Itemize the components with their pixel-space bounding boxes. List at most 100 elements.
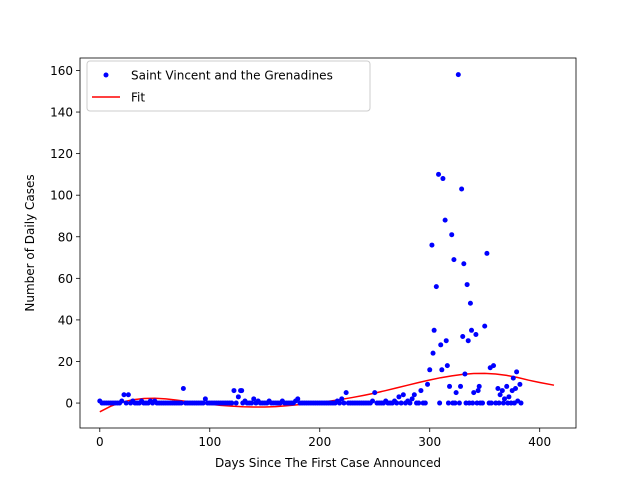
- y-axis-label: Number of Daily Cases: [23, 174, 37, 311]
- data-point: [499, 388, 505, 394]
- data-point: [396, 394, 402, 400]
- data-point: [455, 72, 461, 78]
- data-point: [518, 400, 524, 406]
- data-point: [475, 388, 481, 394]
- data-point: [409, 396, 415, 402]
- data-point: [476, 383, 482, 389]
- y-axis-ticks: 0 20 40 60 80 100 120 140 160: [50, 64, 80, 411]
- data-points-layer: [97, 72, 524, 406]
- data-point: [372, 390, 378, 396]
- y-tick-label: 40: [58, 313, 73, 327]
- data-point: [461, 261, 467, 267]
- data-point: [467, 300, 473, 306]
- data-point: [178, 400, 184, 406]
- data-point: [480, 400, 486, 406]
- data-point: [339, 396, 345, 402]
- y-tick-label: 0: [65, 397, 73, 411]
- data-point: [202, 396, 208, 402]
- data-point: [239, 388, 245, 394]
- x-tick-label: 400: [528, 435, 551, 449]
- plot-frame: [79, 57, 577, 429]
- data-point: [394, 400, 400, 406]
- data-point: [471, 390, 477, 396]
- data-point: [459, 186, 465, 192]
- data-point: [449, 232, 455, 238]
- data-point: [453, 390, 459, 396]
- data-point: [425, 381, 431, 387]
- data-point: [473, 331, 479, 337]
- legend: Saint Vincent and the Grenadines Fit: [86, 60, 371, 112]
- data-point: [231, 388, 237, 394]
- data-point: [439, 367, 445, 373]
- data-point: [438, 342, 444, 348]
- y-tick-label: 120: [50, 147, 73, 161]
- data-point: [437, 400, 443, 406]
- data-point: [200, 400, 206, 406]
- data-point: [416, 400, 422, 406]
- data-point: [460, 334, 466, 340]
- legend-box: [86, 60, 371, 112]
- data-point: [496, 400, 502, 406]
- legend-label-fit: Fit: [131, 91, 145, 105]
- data-point: [513, 386, 519, 392]
- data-point: [452, 400, 458, 406]
- data-point: [502, 396, 508, 402]
- data-point: [123, 400, 129, 406]
- data-point: [451, 257, 457, 263]
- y-tick-label: 60: [58, 272, 73, 286]
- data-point: [506, 394, 512, 400]
- data-point: [119, 398, 125, 404]
- y-tick-label: 20: [58, 355, 73, 369]
- data-point: [337, 400, 343, 406]
- data-point: [400, 392, 406, 398]
- data-point: [456, 400, 462, 406]
- x-tick-label: 300: [418, 435, 441, 449]
- data-point: [484, 250, 490, 256]
- x-axis-label: Days Since The First Case Announced: [215, 456, 441, 470]
- y-tick-label: 160: [50, 64, 73, 78]
- data-point: [514, 369, 520, 375]
- data-point: [233, 400, 239, 406]
- data-point: [121, 392, 127, 398]
- data-point: [431, 327, 437, 333]
- x-tick-label: 100: [198, 435, 221, 449]
- data-point: [510, 375, 516, 381]
- data-point: [235, 394, 241, 400]
- data-point: [251, 396, 257, 402]
- data-point: [462, 371, 468, 377]
- data-point: [447, 383, 453, 389]
- data-point: [470, 400, 476, 406]
- data-point: [442, 217, 448, 223]
- data-point: [407, 400, 413, 406]
- data-point: [343, 390, 349, 396]
- data-point: [464, 282, 470, 288]
- data-point: [444, 363, 450, 369]
- data-point: [433, 284, 439, 290]
- data-point: [249, 400, 255, 406]
- data-point: [465, 338, 471, 344]
- x-tick-label: 0: [96, 435, 104, 449]
- y-tick-label: 100: [50, 189, 73, 203]
- data-point: [440, 176, 446, 182]
- data-point: [418, 388, 424, 394]
- data-point: [495, 386, 501, 392]
- data-point: [491, 363, 497, 369]
- data-point: [504, 383, 510, 389]
- x-axis-ticks: 0 100 200 300 400: [96, 428, 551, 449]
- data-point: [430, 350, 436, 356]
- data-point: [500, 400, 506, 406]
- x-tick-label: 200: [308, 435, 331, 449]
- data-point: [295, 396, 301, 402]
- data-point: [445, 400, 451, 406]
- data-point: [427, 367, 433, 373]
- data-point: [411, 392, 417, 398]
- legend-marker-points: [103, 72, 109, 78]
- data-point: [488, 400, 494, 406]
- data-point: [229, 400, 235, 406]
- data-point: [180, 386, 186, 392]
- data-point: [443, 338, 449, 344]
- data-point: [517, 381, 523, 387]
- data-point: [125, 392, 131, 398]
- y-tick-label: 140: [50, 106, 73, 120]
